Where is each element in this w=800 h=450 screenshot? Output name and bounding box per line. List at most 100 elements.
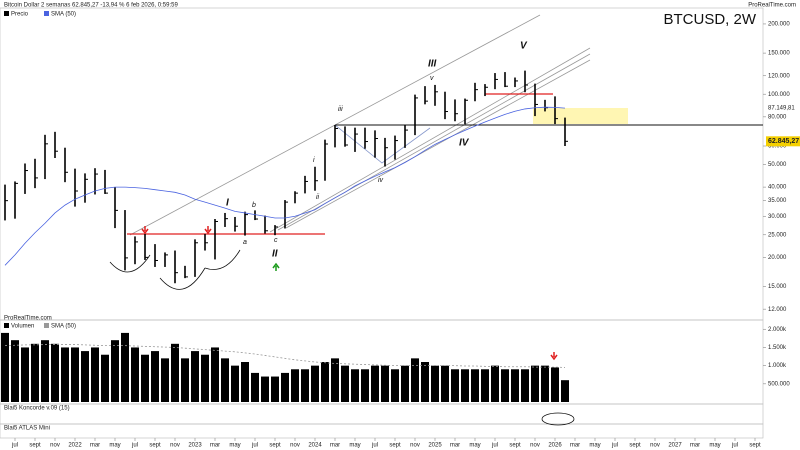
x-tick-label: jul — [731, 443, 738, 449]
y-tick-label: 30.000 — [768, 214, 787, 220]
source-bottom: ProRealTime.com — [4, 316, 52, 322]
volume-bar — [501, 369, 509, 402]
x-tick-label: sept — [269, 443, 281, 449]
volume-bar — [201, 354, 209, 402]
wave-label: I — [226, 198, 229, 209]
volume-bar — [181, 358, 189, 402]
sma-value-label: 87.149,81 — [768, 106, 795, 112]
volume-bar — [141, 354, 149, 402]
x-tick-label: may — [109, 443, 120, 449]
volume-bar — [271, 376, 279, 402]
volume-bar — [521, 369, 529, 402]
x-tick-label: sept — [509, 443, 521, 449]
target-zone — [533, 108, 628, 124]
x-tick-label: mar — [690, 443, 700, 449]
volume-bar — [511, 369, 519, 402]
x-tick-label: may — [709, 443, 720, 449]
volume-bar — [121, 332, 129, 402]
x-tick-label: sept — [749, 443, 761, 449]
volume-bar — [161, 358, 169, 402]
sma-line — [4, 106, 566, 266]
legend-swatch — [4, 11, 9, 16]
volume-bar — [491, 365, 499, 402]
volume-bar — [461, 369, 469, 402]
wave-labels: I II III IV V i ii iii iv v a b c — [226, 41, 528, 260]
volume-bar — [311, 365, 319, 402]
x-tick-label: 2025 — [428, 443, 442, 449]
highlight-ellipse — [541, 412, 575, 426]
panel-title: Blai5 Koncorde v.09 (15) — [4, 406, 70, 412]
y-tick-label: 80.000 — [768, 114, 787, 120]
volume-bar — [21, 347, 29, 402]
panel-title: Blai5 ATLAS Mini — [4, 426, 50, 432]
volume-bar — [411, 358, 419, 402]
wave-label: III — [428, 59, 437, 70]
arrow-down — [141, 226, 149, 235]
y-tick-label: 500.000 — [768, 381, 790, 387]
wave-label: II — [272, 249, 278, 260]
volume-bar — [191, 351, 199, 402]
volume-bar — [471, 369, 479, 402]
x-tick-label: mar — [450, 443, 460, 449]
wave-label: iv — [378, 177, 384, 184]
volume-bar — [291, 369, 299, 402]
volume-bar — [51, 343, 59, 402]
volume-bar — [381, 365, 389, 402]
volume-bar — [331, 358, 339, 402]
x-tick-label: sept — [389, 443, 401, 449]
volume-bar — [531, 365, 539, 402]
legend-label: SMA (50) — [51, 12, 76, 18]
x-tick-label: mar — [570, 443, 580, 449]
x-tick-label: nov — [410, 443, 420, 449]
volume-bar — [551, 367, 559, 402]
x-tick-label: 2024 — [308, 443, 322, 449]
x-tick-label: may — [469, 443, 480, 449]
legend-label: Precio — [11, 12, 29, 18]
source: ProRealTime.com — [748, 3, 796, 9]
x-tick-label: nov — [530, 443, 540, 449]
x-tick-label: may — [589, 443, 600, 449]
price-tag — [766, 136, 800, 147]
x-tick-label: nov — [290, 443, 300, 449]
volume-bar — [241, 362, 249, 402]
wave-label: b — [252, 202, 256, 209]
wave-label: i — [313, 157, 315, 164]
x-tick-label: nov — [50, 443, 60, 449]
y-tick-label: 2.000k — [768, 327, 787, 333]
wave-label: ii — [316, 194, 320, 201]
volume-bar — [371, 365, 379, 402]
x-tick-label: mar — [90, 443, 100, 449]
wave-label: iii — [338, 106, 343, 113]
x-tick-label: sept — [149, 443, 161, 449]
y-tick-label: 25.000 — [768, 232, 787, 238]
legend-label: SMA (50) — [51, 324, 76, 330]
volume-bar — [11, 340, 19, 402]
arrow-down — [550, 352, 558, 361]
x-tick-label: jul — [371, 443, 378, 449]
volume-bar — [1, 332, 9, 402]
header: Bitcoin Dollar 2 semanas 62.845,27 -13,9… — [4, 3, 178, 9]
legend: Precio SMA (50) — [4, 11, 76, 18]
price-value-label: 62.845,27 — [768, 138, 799, 145]
x-tick-label: 2026 — [548, 443, 562, 449]
volume-bar — [561, 380, 569, 402]
y-tick-label: 60.000 — [768, 144, 787, 150]
volume-bar — [391, 369, 399, 402]
y-tick-label: 20.000 — [768, 255, 787, 261]
x-tick-label: mar — [330, 443, 340, 449]
volume-bar — [211, 347, 219, 402]
volume-bar — [101, 354, 109, 402]
x-tick-label: nov — [170, 443, 180, 449]
wave-label: IV — [459, 138, 470, 149]
y-tick-label: 100.000 — [768, 92, 790, 98]
volume-bar — [111, 340, 119, 402]
legend-swatch — [44, 11, 49, 16]
wave-label: v — [430, 75, 434, 82]
arc — [204, 249, 241, 270]
volume-bar — [171, 343, 179, 402]
legend-swatch — [44, 323, 49, 328]
volume-bar — [71, 347, 79, 402]
y-tick-label: 150.000 — [768, 51, 790, 57]
x-tick-label: jul — [131, 443, 138, 449]
